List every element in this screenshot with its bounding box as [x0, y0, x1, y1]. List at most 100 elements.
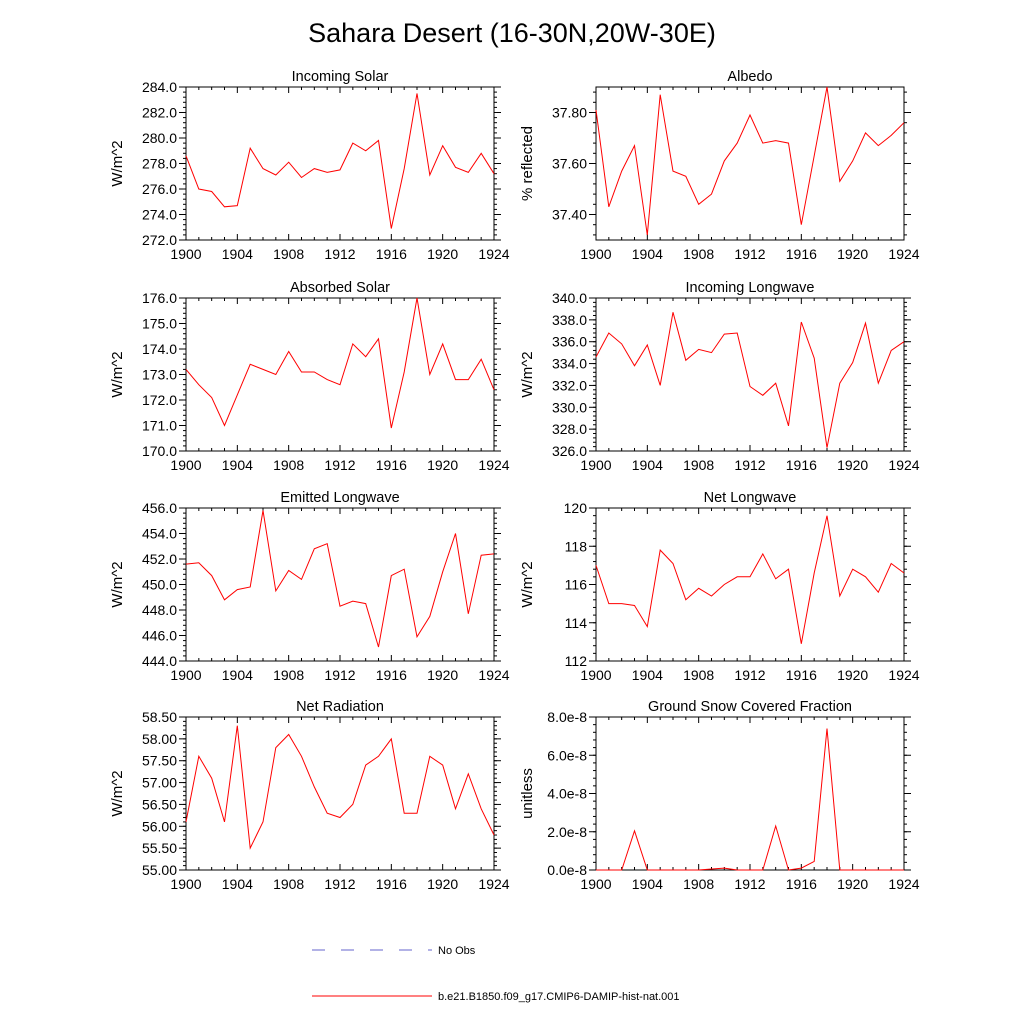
- x-tick-label: 1908: [683, 876, 714, 892]
- plot-frame: [185, 716, 495, 871]
- panel-8: Ground Snow Covered Fraction unitless 1900…: [519, 699, 920, 892]
- y-tick-label: 55.00: [142, 862, 177, 878]
- x-tick-label: 1924: [888, 457, 919, 473]
- y-tick-label: 340.0: [552, 290, 587, 306]
- x-tick-label: 1916: [376, 246, 407, 262]
- panel-2: Albedo % reflected 1900 1904 1908 1912 1916 192…: [519, 69, 920, 262]
- panel-title: Absorbed Solar: [290, 280, 390, 296]
- panel-title: Net Longwave: [704, 490, 797, 506]
- x-tick-label: 1900: [580, 246, 611, 262]
- y-tick-label: 112: [565, 653, 588, 669]
- y-tick-label: 452.0: [142, 551, 177, 567]
- x-tick-label: 1920: [427, 246, 458, 262]
- panel-3: Absorbed Solar W/m^2 1900 1904 1908 1912 1916 1…: [109, 280, 510, 473]
- y-tick-label: 338.0: [552, 312, 587, 328]
- x-tick-label: 1920: [837, 876, 868, 892]
- y-tick-label: 450.0: [142, 577, 177, 593]
- x-tick-label: 1916: [786, 457, 817, 473]
- y-axis-label: W/m^2: [109, 351, 126, 397]
- y-tick-label: 173.0: [142, 367, 177, 383]
- plot-frame: [185, 86, 495, 241]
- x-tick-label: 1900: [170, 667, 201, 683]
- legend-label-no-obs: No Obs: [438, 945, 476, 957]
- x-tick-label: 1912: [324, 457, 355, 473]
- x-tick-label: 1900: [170, 457, 201, 473]
- x-tick-label: 1924: [478, 876, 509, 892]
- x-tick-label: 1920: [427, 457, 458, 473]
- y-tick-label: 116: [565, 577, 588, 593]
- x-tick-label: 1920: [837, 246, 868, 262]
- y-tick-label: 334.0: [552, 356, 587, 372]
- x-tick-label: 1916: [376, 457, 407, 473]
- y-tick-label: 114: [565, 615, 588, 631]
- x-tick-label: 1904: [222, 246, 253, 262]
- y-tick-label: 276.0: [142, 181, 177, 197]
- y-tick-label: 332.0: [552, 377, 587, 393]
- plot-frame: [185, 507, 495, 662]
- x-tick-label: 1904: [632, 876, 663, 892]
- x-tick-label: 1916: [376, 667, 407, 683]
- x-tick-label: 1920: [837, 457, 868, 473]
- y-tick-label: 272.0: [142, 232, 177, 248]
- x-tick-label: 1904: [222, 876, 253, 892]
- x-tick-label: 1900: [580, 876, 611, 892]
- plot-frame: [595, 86, 905, 241]
- y-tick-label: 58.00: [142, 731, 177, 747]
- series-line-1: [595, 86, 905, 235]
- y-tick-label: 172.0: [142, 392, 177, 408]
- y-tick-label: 278.0: [142, 156, 177, 172]
- y-tick-label: 280.0: [142, 130, 177, 146]
- x-tick-label: 1912: [734, 667, 765, 683]
- y-axis-label: W/m^2: [519, 351, 536, 397]
- y-tick-label: 37.40: [552, 207, 587, 223]
- legend-label-model: b.e21.B1850.f09_g17.CMIP6-DAMIP-hist-nat…: [438, 991, 680, 1003]
- series-line-1: [595, 515, 905, 644]
- figure-title: Sahara Desert (16-30N,20W-30E): [308, 18, 716, 48]
- y-tick-label: 6.0e-8: [547, 747, 587, 763]
- x-tick-label: 1924: [888, 246, 919, 262]
- y-tick-label: 0.0e-8: [547, 862, 587, 878]
- series-line-1: [185, 93, 495, 229]
- y-tick-label: 4.0e-8: [547, 786, 587, 802]
- plot-frame: [185, 297, 495, 452]
- plot-frame: [595, 507, 905, 662]
- x-tick-label: 1912: [324, 246, 355, 262]
- series-line-1: [185, 297, 495, 429]
- x-tick-label: 1916: [786, 246, 817, 262]
- y-tick-label: 454.0: [142, 526, 177, 542]
- panel-1: Incoming Solar W/m^2 1900 1904 1908 1912 1916 1…: [109, 69, 510, 262]
- series-line-1: [185, 725, 495, 850]
- x-tick-label: 1916: [786, 876, 817, 892]
- x-tick-label: 1900: [170, 246, 201, 262]
- x-tick-label: 1904: [632, 667, 663, 683]
- x-tick-label: 1908: [273, 457, 304, 473]
- y-tick-label: 2.0e-8: [547, 824, 587, 840]
- x-tick-label: 1924: [478, 457, 509, 473]
- y-tick-label: 330.0: [552, 399, 587, 415]
- x-tick-label: 1916: [786, 667, 817, 683]
- y-tick-label: 171.0: [142, 418, 177, 434]
- x-tick-label: 1900: [580, 457, 611, 473]
- x-tick-label: 1920: [837, 667, 868, 683]
- y-axis-label: W/m^2: [109, 561, 126, 607]
- panels: Incoming Solar W/m^2 1900 1904 1908 1912 1916 1…: [109, 69, 920, 892]
- x-tick-label: 1900: [580, 667, 611, 683]
- panel-4: Incoming Longwave W/m^2 1900 1904 1908 1912 19…: [519, 280, 920, 473]
- x-tick-label: 1916: [376, 876, 407, 892]
- x-tick-label: 1904: [632, 457, 663, 473]
- panel-6: Net Longwave W/m^2 1900 1904 1908 1912 1916 192…: [519, 490, 920, 683]
- y-tick-label: 175.0: [142, 316, 177, 332]
- y-tick-label: 328.0: [552, 421, 587, 437]
- y-tick-label: 57.00: [142, 775, 177, 791]
- x-tick-label: 1912: [734, 457, 765, 473]
- x-tick-label: 1912: [734, 876, 765, 892]
- y-tick-label: 336.0: [552, 334, 587, 350]
- y-tick-label: 56.50: [142, 796, 177, 812]
- x-tick-label: 1920: [427, 667, 458, 683]
- y-tick-label: 56.00: [142, 818, 177, 834]
- panel-5: Emitted Longwave W/m^2 1900 1904 1908 1912 191…: [109, 490, 510, 683]
- y-tick-label: 37.80: [552, 105, 587, 121]
- x-tick-label: 1908: [273, 876, 304, 892]
- panel-7: Net Radiation W/m^2 1900 1904 1908 1912 1916 19…: [109, 699, 510, 892]
- x-tick-label: 1904: [632, 246, 663, 262]
